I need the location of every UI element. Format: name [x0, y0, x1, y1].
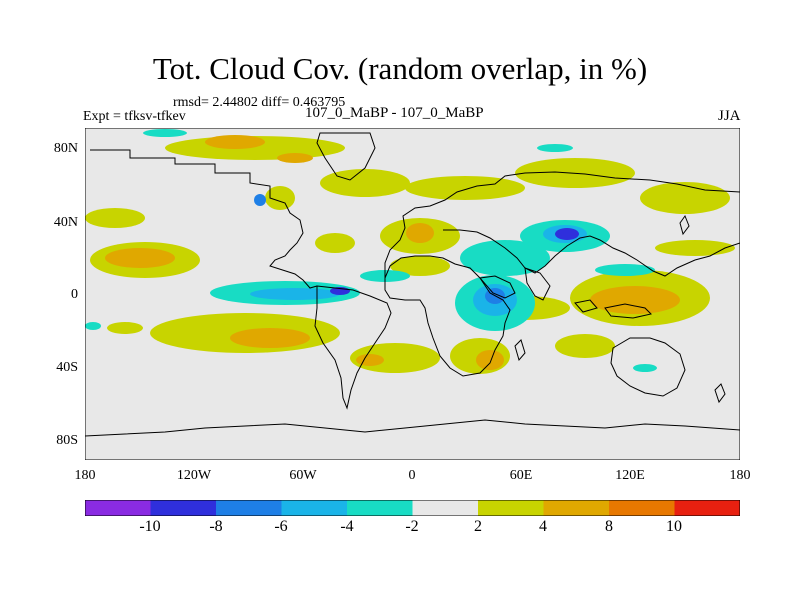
experiment-label: Expt = tfksv-tfkev	[83, 109, 186, 124]
lon-tick-label: 0	[408, 468, 416, 483]
lat-tick-label: 80S	[56, 433, 78, 448]
colorbar-swatch	[150, 500, 216, 516]
colorbar-swatch	[281, 500, 347, 516]
lat-tick-label: 40N	[53, 215, 78, 230]
colorbar-swatch	[85, 500, 151, 516]
colorbar-label: -10	[139, 518, 161, 535]
colorbar-swatch	[347, 500, 413, 516]
colorbar-swatch	[543, 500, 609, 516]
stats-text: rmsd= 2.44802 diff= 0.463795	[173, 95, 346, 110]
colorbar-label: 8	[605, 518, 613, 535]
colorbar-label: -8	[209, 518, 223, 535]
contour-fields	[85, 129, 735, 374]
lat-tick-label: 0	[71, 287, 78, 302]
colorbar-label: 4	[539, 518, 547, 535]
colorbar-label: -6	[274, 518, 288, 535]
lon-tick-label: 120E	[615, 468, 645, 483]
colorbar-label: -4	[340, 518, 354, 535]
lon-tick-label: 180	[729, 468, 751, 483]
season-label: JJA	[718, 108, 741, 124]
colorbar-swatch	[412, 500, 478, 516]
colorbar-swatch	[478, 500, 544, 516]
case-label: 107_0_MaBP - 107_0_MaBP	[305, 105, 484, 121]
lon-tick-label: 60E	[509, 468, 533, 483]
lon-tick-label: 120W	[176, 468, 212, 483]
colorbar-label: 10	[666, 518, 682, 535]
colorbar-swatch	[609, 500, 675, 516]
lat-tick-label: 80N	[53, 141, 78, 156]
cloud-cover-map	[85, 128, 740, 460]
colorbar-swatch	[216, 500, 282, 516]
lon-tick-label: 60W	[289, 468, 317, 483]
colorbar-label: 2	[474, 518, 482, 535]
lat-tick-label: 40S	[56, 360, 78, 375]
colorbar-swatch	[674, 500, 740, 516]
lon-tick-label: 180	[74, 468, 96, 483]
colorbar-label: -2	[405, 518, 419, 535]
map-title: Tot. Cloud Cov. (random overlap, in %)	[152, 51, 648, 86]
coastlines	[85, 132, 740, 437]
colorbar	[85, 500, 740, 516]
